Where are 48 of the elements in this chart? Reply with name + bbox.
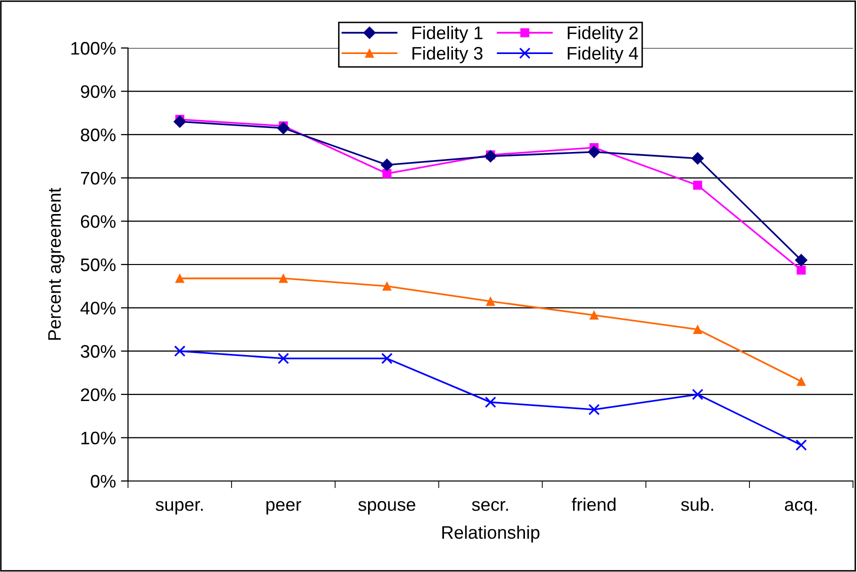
point <box>796 439 807 451</box>
y-tick-label: 0% <box>90 474 116 488</box>
y-tick-label: 90% <box>80 85 116 98</box>
point <box>381 352 393 364</box>
point <box>692 388 704 400</box>
y-tick-label: 70% <box>80 172 116 185</box>
legend-label: Fidelity 1 <box>412 26 482 43</box>
point <box>277 122 290 134</box>
y-tick-label: 30% <box>80 345 116 358</box>
legend-label: Fidelity 2 <box>568 26 638 43</box>
point <box>278 274 288 283</box>
point <box>484 396 496 408</box>
point <box>588 404 600 416</box>
x-tick-label: secr. <box>472 501 508 511</box>
point <box>693 180 702 190</box>
point <box>691 152 704 165</box>
x-tick-label: friend <box>572 498 616 511</box>
point <box>382 282 392 291</box>
y-tick-label: 10% <box>81 432 116 444</box>
point <box>486 296 496 306</box>
point <box>174 115 186 128</box>
y-tick-label: 60% <box>80 215 116 228</box>
point <box>484 150 497 162</box>
y-tick-label: 50% <box>80 258 116 272</box>
point <box>175 274 184 283</box>
x-tick-label: spouse <box>358 501 416 514</box>
x-tick-label: super. <box>156 501 203 514</box>
point <box>796 266 806 275</box>
point <box>174 345 186 357</box>
y-tick-label: 80% <box>80 128 116 142</box>
point <box>590 310 599 320</box>
y-tick-label: 100% <box>71 42 116 55</box>
point <box>380 158 394 172</box>
point <box>693 324 702 334</box>
point <box>794 254 808 266</box>
point <box>278 352 290 364</box>
x-tick-label: sub. <box>681 498 714 511</box>
point <box>588 146 600 158</box>
legend-label: Fidelity 4 <box>568 46 638 64</box>
legend-label: Fidelity 3 <box>412 46 482 64</box>
x-tick-label: acq. <box>784 501 817 514</box>
y-tick-label: 20% <box>80 388 116 402</box>
x-axis-title: Relationship <box>442 526 540 542</box>
y-tick-label: 40% <box>80 302 116 315</box>
y-axis-title: Percent agreement <box>48 188 64 340</box>
x-tick-label: peer <box>266 501 302 514</box>
point <box>796 376 806 386</box>
point <box>382 169 392 178</box>
